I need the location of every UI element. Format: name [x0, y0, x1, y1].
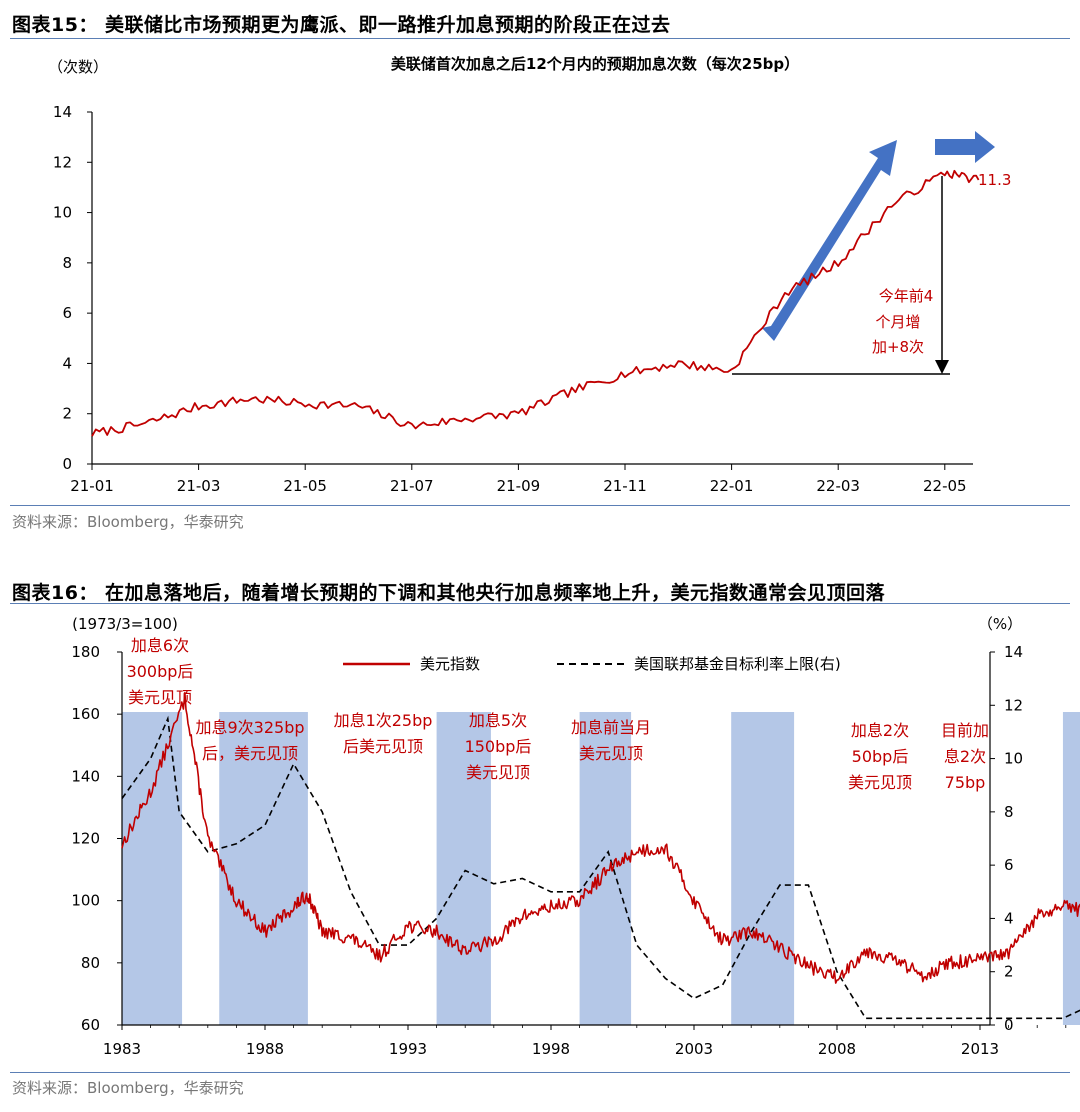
y-tick-label: 8: [62, 254, 72, 272]
hike-cycle-annotation-5: 加息前当月: [571, 718, 651, 737]
dollar-index-line: [121, 691, 1080, 984]
hike-cycle-annotation-2: 加息9次325bp: [195, 718, 304, 737]
x-tick-label: 21-01: [70, 477, 114, 495]
left-y-tick-label: 60: [81, 1016, 100, 1034]
x-tick-label: 1983: [103, 1040, 141, 1058]
flat-trend-arrow-icon: [935, 131, 995, 163]
figure-15-source: 资料来源：Bloomberg，华泰研究: [12, 513, 244, 531]
hike-cycle-annotation-4: 美元见顶: [466, 763, 530, 782]
dollar-index-chart: (1973/3=100) （%） 60801001201401601800246…: [71, 615, 1080, 1058]
hike-cycle-annotation-7: 75bp: [945, 773, 986, 792]
delta-arrow-head-icon: [935, 360, 949, 374]
left-y-tick-label: 100: [71, 892, 100, 910]
hike-cycle-annotation-1: 美元见顶: [128, 688, 192, 707]
up-trend-arrow-icon: [762, 140, 897, 341]
hike-cycle-shade: [219, 712, 308, 1025]
y-tick-label: 4: [62, 354, 72, 372]
hike-cycle-annotation-6: 加息2次: [851, 721, 909, 740]
trend-arrows: [762, 131, 995, 341]
legend-dxy-label: 美元指数: [420, 655, 480, 673]
x-tick-label: 21-09: [497, 477, 541, 495]
x-tick-label: 2013: [961, 1040, 999, 1058]
hike-cycle-shade: [122, 712, 183, 1025]
x-tick-label: 21-03: [177, 477, 221, 495]
right-y-tick-label: 12: [1004, 696, 1023, 714]
right-y-tick-label: 8: [1004, 803, 1014, 821]
x-tick-label: 1993: [389, 1040, 427, 1058]
right-y-tick-label: 2: [1004, 963, 1014, 981]
left-y-tick-label: 140: [71, 767, 100, 785]
left-axis-label: (1973/3=100): [72, 615, 178, 633]
hike-cycle-annotation-1: 300bp后: [127, 662, 194, 681]
hike-cycle-shade: [1062, 712, 1080, 1025]
x-tick-label: 21-07: [390, 477, 434, 495]
annotation-line-1: 今年前4: [879, 287, 934, 305]
figure-15-bottom-rule: [10, 505, 1070, 506]
hike-cycle-annotation-1: 加息6次: [131, 636, 189, 655]
x-tick-label: 1988: [246, 1040, 284, 1058]
figure-16-title-rule: [10, 603, 1070, 604]
left-y-tick-label: 160: [71, 705, 100, 723]
y-axis-label: （次数）: [48, 58, 108, 76]
x-tick-label: 22-01: [710, 477, 754, 495]
y-tick-label: 2: [62, 405, 72, 423]
hike-cycle-shade: [731, 712, 795, 1025]
right-y-tick-label: 14: [1004, 643, 1023, 661]
figure-16-bottom-rule: [10, 1072, 1070, 1073]
right-axis-label: （%）: [978, 615, 1022, 633]
right-y-tick-label: 4: [1004, 909, 1014, 927]
left-y-tick-label: 180: [71, 643, 100, 661]
hike-cycle-annotation-2: 后，美元见顶: [202, 744, 298, 763]
hike-cycle-annotation-6: 美元见顶: [848, 773, 912, 792]
hike-cycle-annotation-7: 息2次: [944, 747, 986, 766]
x-tick-label: 2008: [818, 1040, 856, 1058]
hike-delta-annotation: 今年前4 个月增 加+8次 11.3: [732, 171, 1011, 375]
annotation-line-3: 加+8次: [872, 338, 924, 356]
x-tick-label: 2003: [675, 1040, 713, 1058]
hike-cycle-annotation-3: 后美元见顶: [343, 737, 423, 756]
x-tick-label: 22-03: [816, 477, 860, 495]
right-y-tick-label: 6: [1004, 856, 1014, 874]
figure-16-title: 图表16： 在加息落地后，随着增长预期的下调和其他央行加息频率地上升，美元指数通…: [12, 582, 886, 604]
hike-cycle-annotation-7: 目前加: [941, 721, 989, 740]
hike-cycle-annotation-4: 加息5次: [469, 711, 527, 730]
y-tick-label: 0: [62, 455, 72, 473]
x-tick-label: 21-11: [603, 477, 647, 495]
y-tick-label: 14: [53, 103, 72, 121]
last-value-label: 11.3: [978, 171, 1011, 189]
expected-hikes-chart: （次数） 美联储首次加息之后12个月内的预期加息次数（每次25bp） 0 2 4 6 8…: [48, 55, 1011, 495]
left-y-tick-label: 80: [81, 954, 100, 972]
left-y-tick-label: 120: [71, 830, 100, 848]
legend: 美元指数 美国联邦基金目标利率上限(右): [343, 655, 841, 673]
hike-cycle-annotation-3: 加息1次25bp: [334, 711, 433, 730]
hike-cycle-annotation-4: 150bp后: [465, 737, 532, 756]
right-y-tick-label: 10: [1004, 750, 1023, 768]
y-tick-label: 6: [62, 304, 72, 322]
chart-title: 美联储首次加息之后12个月内的预期加息次数（每次25bp）: [391, 55, 799, 73]
figure-15-title-rule: [10, 38, 1070, 39]
hike-cycle-shade: [436, 712, 491, 1025]
y-tick-label: 10: [53, 204, 72, 222]
legend-fed-label: 美国联邦基金目标利率上限(右): [634, 655, 841, 673]
hike-cycle-annotation-6: 50bp后: [852, 747, 909, 766]
fed-funds-line: [121, 715, 1080, 1020]
x-tick-label: 21-05: [283, 477, 327, 495]
annotation-line-2: 个月增: [875, 313, 920, 331]
figure-16-source: 资料来源：Bloomberg，华泰研究: [12, 1079, 244, 1097]
y-tick-label: 12: [53, 153, 72, 171]
x-tick-label: 1998: [532, 1040, 570, 1058]
figure-15-title: 图表15： 美联储比市场预期更为鹰派、即一路推升加息预期的阶段正在过去: [12, 14, 671, 36]
hike-cycle-shade: [579, 712, 632, 1025]
expected-hikes-line: [91, 169, 980, 437]
x-tick-label: 22-05: [923, 477, 967, 495]
hike-cycle-annotation-5: 美元见顶: [579, 744, 643, 763]
